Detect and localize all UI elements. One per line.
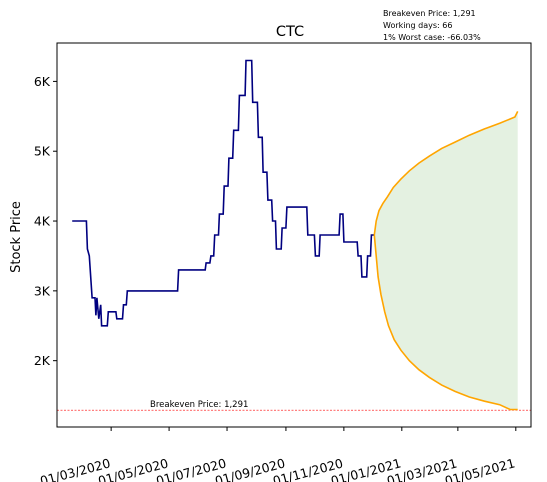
plot-frame: [56, 42, 532, 428]
y-tick-label: 6K: [34, 74, 51, 89]
axis-layer: 2K3K4K5K6K01/03/202001/05/202001/07/2020…: [34, 74, 517, 482]
lower-bound-line: [373, 234, 518, 411]
breakeven-annotation: Breakeven Price: 1,291: [150, 400, 248, 410]
y-tick-label: 3K: [34, 283, 51, 298]
y-tick-label: 5K: [34, 144, 51, 159]
plot-layer: Breakeven Price: 1,291: [57, 59, 531, 411]
info-breakeven: Breakeven Price: 1,291: [383, 9, 476, 18]
info-worst-case: 1% Worst case: -66.03%: [383, 33, 481, 42]
y-tick-label: 4K: [34, 214, 51, 229]
price-history-line: [72, 59, 375, 327]
info-working-days: Working days: 66: [383, 21, 452, 30]
forecast-range-area: [374, 111, 518, 410]
y-tick-label: 2K: [34, 353, 51, 368]
chart-title: CTC: [276, 24, 304, 40]
upper-bound-line: [373, 111, 519, 236]
y-axis-label: Stock Price: [9, 201, 24, 273]
